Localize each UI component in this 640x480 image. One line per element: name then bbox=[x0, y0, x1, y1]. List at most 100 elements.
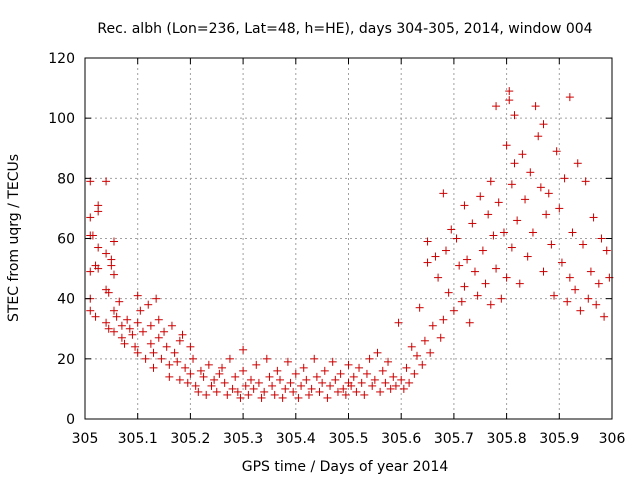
data-point bbox=[368, 381, 377, 390]
data-point bbox=[428, 321, 437, 330]
y-tick-label: 20 bbox=[57, 352, 75, 368]
data-point bbox=[484, 210, 493, 219]
data-point bbox=[170, 348, 179, 357]
data-point bbox=[423, 258, 432, 267]
data-point bbox=[460, 282, 469, 291]
data-point bbox=[278, 393, 287, 402]
data-point bbox=[434, 273, 443, 282]
data-point bbox=[592, 300, 601, 309]
data-point bbox=[194, 387, 203, 396]
data-point bbox=[109, 270, 118, 279]
data-point bbox=[547, 240, 556, 249]
data-point bbox=[199, 372, 208, 381]
data-point bbox=[125, 324, 134, 333]
data-point bbox=[175, 375, 184, 384]
data-point bbox=[378, 366, 387, 375]
data-point bbox=[204, 360, 213, 369]
data-point bbox=[502, 273, 511, 282]
data-point bbox=[249, 384, 258, 393]
data-point bbox=[186, 342, 195, 351]
x-tick-label: 305.8 bbox=[487, 431, 527, 447]
grid bbox=[85, 58, 612, 419]
data-point bbox=[94, 264, 103, 273]
data-point bbox=[160, 327, 169, 336]
data-point bbox=[407, 342, 416, 351]
chart-title: Rec. albh (Lon=236, Lat=48, h=HE), days … bbox=[97, 21, 592, 37]
data-point bbox=[526, 168, 535, 177]
data-point bbox=[352, 387, 361, 396]
data-point bbox=[560, 174, 569, 183]
data-point bbox=[117, 321, 126, 330]
y-tick-label: 40 bbox=[57, 292, 75, 308]
data-point bbox=[410, 369, 419, 378]
data-point bbox=[102, 249, 111, 258]
x-tick-label: 306 bbox=[599, 431, 626, 447]
data-point bbox=[196, 366, 205, 375]
x-tick-label: 305.5 bbox=[328, 431, 368, 447]
data-point bbox=[457, 297, 466, 306]
x-axis-label: GPS time / Days of year 2014 bbox=[242, 459, 449, 475]
data-point bbox=[247, 375, 256, 384]
y-tick-label: 120 bbox=[48, 51, 75, 67]
data-point bbox=[386, 384, 395, 393]
y-tick-labels: 0 20 40 60 80 100 120 bbox=[48, 51, 75, 428]
data-point bbox=[539, 267, 548, 276]
data-point bbox=[299, 363, 308, 372]
data-point bbox=[228, 384, 237, 393]
data-point bbox=[426, 348, 435, 357]
data-point bbox=[104, 288, 113, 297]
data-point bbox=[225, 354, 234, 363]
x-tick-label: 305.1 bbox=[118, 431, 158, 447]
data-point bbox=[167, 321, 176, 330]
data-point bbox=[273, 366, 282, 375]
data-point bbox=[555, 204, 564, 213]
data-point bbox=[286, 378, 295, 387]
data-point bbox=[557, 258, 566, 267]
data-point bbox=[394, 318, 403, 327]
data-point bbox=[233, 387, 242, 396]
data-point bbox=[109, 327, 118, 336]
data-point bbox=[518, 150, 527, 159]
data-point bbox=[86, 306, 95, 315]
data-point bbox=[505, 87, 514, 96]
data-point bbox=[112, 312, 121, 321]
data-point bbox=[391, 381, 400, 390]
data-point bbox=[257, 393, 266, 402]
data-point bbox=[144, 300, 153, 309]
data-point bbox=[576, 306, 585, 315]
data-point bbox=[542, 210, 551, 219]
data-point bbox=[399, 384, 408, 393]
data-point bbox=[281, 384, 290, 393]
data-point bbox=[389, 372, 398, 381]
data-point bbox=[220, 378, 229, 387]
data-point bbox=[218, 363, 227, 372]
data-point bbox=[315, 387, 324, 396]
data-point bbox=[515, 279, 524, 288]
x-tick-label: 305.4 bbox=[276, 431, 316, 447]
data-point bbox=[289, 387, 298, 396]
data-point bbox=[436, 333, 445, 342]
data-point bbox=[323, 393, 332, 402]
data-point bbox=[244, 390, 253, 399]
x-tick-label: 305.3 bbox=[223, 431, 263, 447]
data-point bbox=[175, 336, 184, 345]
data-point bbox=[341, 390, 350, 399]
data-point bbox=[252, 360, 261, 369]
data-point bbox=[563, 297, 572, 306]
data-point bbox=[265, 372, 274, 381]
data-point bbox=[291, 369, 300, 378]
data-point bbox=[138, 327, 147, 336]
x-tick-label: 305.2 bbox=[170, 431, 210, 447]
data-point bbox=[312, 372, 321, 381]
data-point bbox=[544, 189, 553, 198]
data-point bbox=[268, 381, 277, 390]
data-point bbox=[600, 312, 609, 321]
data-point bbox=[473, 291, 482, 300]
data-point bbox=[597, 234, 606, 243]
data-point bbox=[310, 354, 319, 363]
data-point bbox=[189, 354, 198, 363]
data-point bbox=[326, 381, 335, 390]
data-point bbox=[336, 369, 345, 378]
data-point bbox=[415, 303, 424, 312]
data-point bbox=[302, 375, 311, 384]
